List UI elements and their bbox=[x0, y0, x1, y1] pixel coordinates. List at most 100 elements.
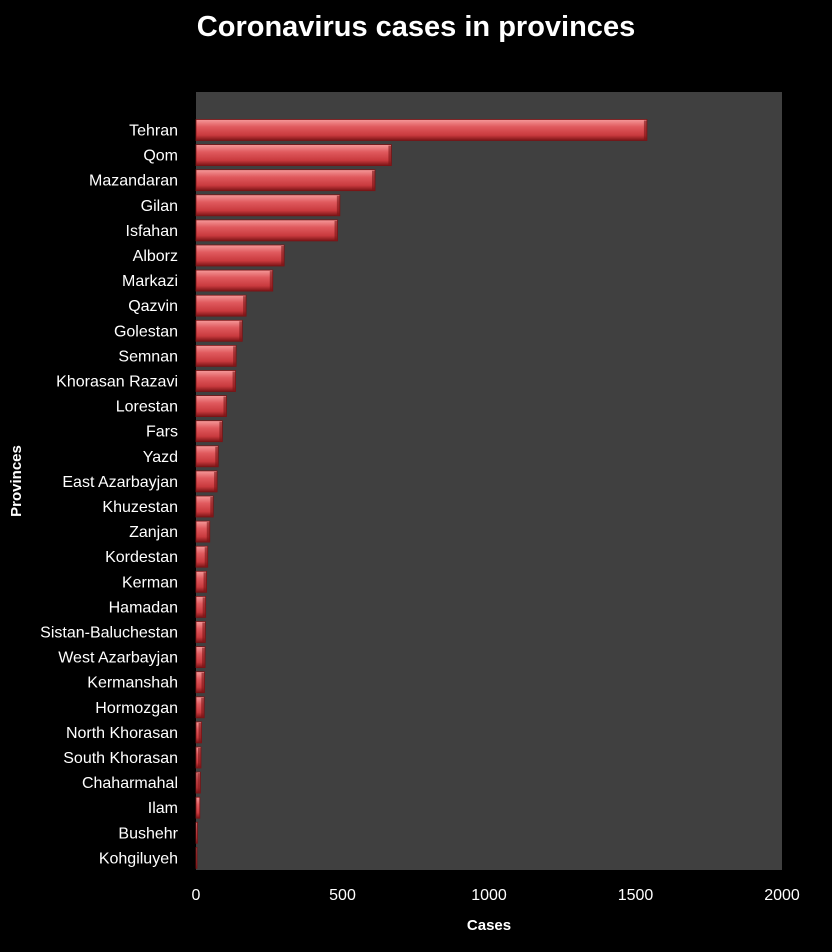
bar-markazi bbox=[195, 269, 274, 292]
bar-rect bbox=[195, 269, 274, 292]
bar-qazvin bbox=[195, 294, 247, 317]
bar-alborz bbox=[195, 244, 285, 267]
bar-rect bbox=[195, 144, 392, 167]
bar-mazandaran bbox=[195, 169, 376, 192]
y-axis-title: Provinces bbox=[8, 445, 25, 517]
chart-title: Coronavirus cases in provinces bbox=[197, 11, 635, 43]
category-label: Kerman bbox=[122, 574, 178, 591]
bar-khorasan-razavi bbox=[195, 370, 236, 392]
bar-golestan bbox=[195, 319, 243, 342]
bar-end-cap bbox=[202, 597, 206, 617]
bar-end-cap bbox=[206, 522, 210, 542]
category-label: East Azarbayjan bbox=[62, 474, 178, 491]
x-tick-labels: 0 500 1000 1500 2000 bbox=[192, 887, 800, 904]
category-label: Semnan bbox=[118, 348, 178, 365]
bar-end-cap bbox=[204, 547, 208, 567]
bar-end-cap bbox=[197, 773, 201, 793]
bar-end-cap bbox=[336, 195, 340, 215]
bar-semnan bbox=[195, 344, 237, 367]
bar-rect bbox=[195, 821, 198, 844]
category-label: Kohgiluyeh bbox=[99, 850, 178, 867]
category-label: Gilan bbox=[141, 198, 178, 215]
bar-lorestan bbox=[195, 395, 227, 418]
bar-gilan bbox=[195, 194, 341, 217]
bar-hormozgan bbox=[195, 696, 205, 719]
category-label: Ilam bbox=[148, 800, 178, 817]
bar-end-cap bbox=[197, 748, 201, 767]
bar-rect bbox=[195, 294, 247, 317]
bar-rect bbox=[195, 395, 227, 418]
category-label: Qazvin bbox=[128, 298, 178, 315]
bar-zanjan bbox=[195, 520, 211, 543]
category-label: Qom bbox=[143, 148, 178, 165]
category-label: North Khorasan bbox=[66, 725, 178, 742]
category-label: Markazi bbox=[122, 273, 178, 290]
category-label: West Azarbayjan bbox=[58, 650, 178, 667]
bar-ilam bbox=[195, 796, 201, 819]
bar-rect bbox=[195, 370, 236, 392]
bar-end-cap bbox=[243, 296, 247, 316]
bar-rect bbox=[195, 194, 341, 217]
category-label: Hamadan bbox=[109, 599, 178, 616]
category-label: Chaharmahal bbox=[82, 775, 178, 792]
bar-kordestan bbox=[195, 545, 209, 568]
bar-north-khorasan bbox=[195, 721, 202, 744]
bar-kerman bbox=[195, 570, 207, 593]
bar-isfahan bbox=[195, 219, 338, 242]
bar-khuzestan bbox=[195, 495, 214, 518]
bar-kermanshah bbox=[195, 671, 205, 694]
bar-rect bbox=[195, 445, 219, 468]
category-label: Khuzestan bbox=[102, 499, 178, 516]
bar-end-cap bbox=[232, 371, 236, 391]
bar-rect bbox=[195, 420, 223, 443]
bar-bushehr bbox=[195, 821, 198, 844]
category-label: Fars bbox=[146, 424, 178, 441]
x-tick-label: 1500 bbox=[618, 887, 654, 904]
bar-end-cap bbox=[215, 446, 219, 466]
bar-end-cap bbox=[219, 421, 223, 441]
category-label: South Khorasan bbox=[63, 750, 178, 767]
bar-kohgiluyeh bbox=[195, 847, 198, 869]
x-tick-label: 2000 bbox=[764, 887, 800, 904]
bar-rect bbox=[195, 646, 206, 668]
bar-end-cap bbox=[239, 321, 243, 341]
bar-rect bbox=[195, 847, 198, 869]
bar-end-cap bbox=[233, 346, 237, 366]
category-label: Kermanshah bbox=[87, 675, 178, 692]
bar-chaharmahal bbox=[195, 771, 201, 794]
bar-end-cap bbox=[201, 672, 205, 692]
bar-end-cap bbox=[202, 622, 206, 642]
bar-end-cap bbox=[198, 722, 202, 742]
bar-west-azarbayjan bbox=[195, 646, 206, 668]
bar-end-cap bbox=[210, 497, 214, 516]
bar-sistan-baluchestan bbox=[195, 621, 206, 643]
x-tick-label: 1000 bbox=[471, 887, 507, 904]
bar-rect bbox=[195, 169, 376, 192]
bar-qom bbox=[195, 144, 392, 167]
bar-end-cap bbox=[201, 697, 205, 717]
bar-rect bbox=[195, 796, 201, 819]
category-label: Golestan bbox=[114, 323, 178, 340]
category-labels: Tehran Qom Mazandaran Gilan Isfahan Alborz Mar… bbox=[40, 123, 179, 868]
bar-fars bbox=[195, 420, 223, 443]
bar-tehran bbox=[195, 119, 648, 141]
bar-rect bbox=[195, 119, 648, 141]
bar-end-cap bbox=[388, 145, 392, 165]
bar-end-cap bbox=[214, 471, 218, 491]
x-tick-label: 0 bbox=[192, 887, 201, 904]
bar-end-cap bbox=[203, 572, 207, 592]
category-label: Tehran bbox=[129, 123, 178, 140]
bar-end-cap bbox=[223, 396, 227, 416]
category-label: Kordestan bbox=[105, 549, 178, 566]
bar-east-azarbayjan bbox=[195, 470, 218, 493]
bar-south-khorasan bbox=[195, 746, 202, 769]
bar-end-cap bbox=[202, 647, 206, 667]
category-label: Isfahan bbox=[126, 223, 178, 240]
category-label: Hormozgan bbox=[95, 700, 178, 717]
x-axis-title: Cases bbox=[467, 917, 511, 934]
category-label: Alborz bbox=[133, 248, 178, 265]
bars-group bbox=[195, 119, 648, 869]
x-tick-label: 500 bbox=[329, 887, 356, 904]
bar-end-cap bbox=[643, 120, 647, 140]
